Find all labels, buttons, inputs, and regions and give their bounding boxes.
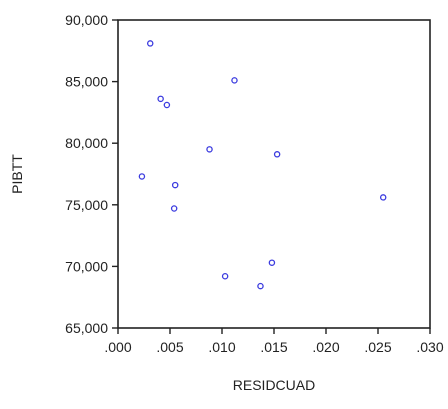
- data-point: [157, 95, 164, 103]
- y-tick-label: 65,000: [65, 320, 108, 336]
- y-tick-label: 75,000: [65, 197, 108, 213]
- data-point: [146, 40, 154, 47]
- data-point: [273, 151, 281, 158]
- plot-frame: [117, 19, 431, 329]
- x-tick-label: .000: [104, 339, 131, 355]
- data-point: [231, 77, 238, 84]
- y-tick-label: 80,000: [65, 135, 108, 151]
- data-point: [170, 205, 178, 212]
- x-tick-label: .020: [312, 339, 339, 355]
- x-tick-label: .025: [364, 339, 391, 355]
- x-tick-label: .015: [260, 339, 287, 355]
- y-tick-label: 90,000: [65, 12, 108, 28]
- y-tick-label: 85,000: [65, 74, 108, 90]
- data-point: [206, 146, 213, 153]
- x-tick-label: .005: [156, 339, 183, 355]
- y-tick-label: 70,000: [65, 258, 108, 274]
- data-points: [138, 40, 387, 290]
- x-axis-label: RESIDCUAD: [233, 377, 315, 393]
- data-point: [163, 101, 171, 109]
- data-point: [268, 259, 276, 266]
- y-axis-label: PIBTT: [9, 154, 25, 194]
- data-point: [257, 282, 264, 290]
- data-point: [221, 273, 229, 280]
- x-tick-label: .010: [208, 339, 235, 355]
- x-axis: .000 .005 .010 .015 .020 .025 .030: [104, 328, 444, 355]
- data-point: [171, 181, 179, 189]
- data-point: [138, 173, 146, 180]
- x-tick-label: .030: [416, 339, 443, 355]
- y-axis: 65,000 70,000 75,000 80,000 85,000 90,000: [65, 12, 118, 336]
- data-point: [379, 194, 387, 201]
